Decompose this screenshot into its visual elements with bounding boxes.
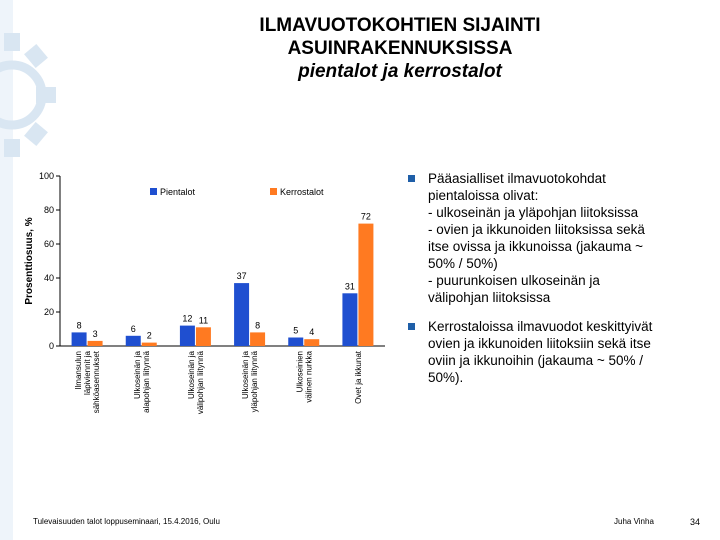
category-label: alapohjan liitynnä [142,350,151,412]
bar [234,283,250,346]
bar [179,325,195,346]
legend-swatch [270,188,277,195]
category-label: Ulkoseinän ja [187,350,196,399]
data-label: 8 [77,320,82,330]
gear-logo-icon [0,33,56,157]
bar [87,340,103,346]
y-tick-label: 0 [49,341,54,351]
bullet-square-icon [408,175,415,182]
page-number: 34 [690,517,701,527]
data-label: 3 [93,329,98,339]
y-axis-title: Prosenttiosuus, % [24,217,35,304]
category-label: läpiviennit ja [83,350,92,395]
bullet-item: Pääasialliset ilmavuotokohdat pientaloiss… [408,170,690,306]
category-label: Ulkoseinän ja [241,350,250,399]
bar [141,342,157,346]
bullet-line: 50%). [428,370,464,385]
bullet-line: ovien ja ikkunoiden liitoksiin sekä itse [428,336,651,351]
legend-label: Kerrostalot [280,187,324,197]
category-label: Ulkoseinän ja [133,350,142,399]
bullet-line: oviin ja ikkunoihin (jakauma ~ 50% / [428,353,643,368]
title-line-3: pientalot ja kerrostalot [298,61,502,82]
legend-label: Pientalot [160,187,196,197]
data-label: 6 [131,324,136,334]
category-label: yläpohjan liitynnä [250,350,259,412]
category-label: Ilmansulun [74,351,83,390]
footer-author: Juha Vinha [614,517,654,526]
bar-chart: 0 20 40 60 80 100 Prosenttiosuus, % 8 3 Ilmansulu… [24,171,385,414]
footer-event: Tulevaisuuden talot loppuseminaari, 15.4… [33,517,220,526]
bullet-line: - ulkoseinän ja yläpohjan liitoksissa [428,205,639,220]
bar [342,293,358,346]
bar [71,332,87,346]
y-tick-label: 60 [44,239,54,249]
left-decorative-band [0,0,13,540]
category-label: sähköasennukset [92,350,101,413]
bullet-line: - puurunkoisen ulkoseinän ja [428,273,600,288]
bullet-line: - ovien ja ikkunoiden liitoksissa sekä [428,222,645,237]
category-label: välipohjan liitynnä [196,350,205,414]
bar [304,339,320,346]
category-label: Ovet ja ikkunat [354,350,363,404]
data-label: 11 [199,315,208,325]
y-tick-label: 40 [44,273,54,283]
bar [358,223,374,346]
bullet-line: Pääasialliset ilmavuotokohdat [428,171,606,186]
data-label: 12 [182,314,192,324]
bar [195,327,211,346]
bullet-line: itse ovissa ja ikkunoissa (jakauma ~ [428,239,643,254]
category-label: Ulkoseinien [295,351,304,392]
bullet-square-icon [408,323,415,330]
y-tick-label: 80 [44,205,54,215]
title-line-2: ASUINRAKENNUKSISSA [287,38,513,59]
data-label: 2 [147,331,152,341]
title-line-1: ILMAVUOTOKOHTIEN SIJAINTI [259,15,541,36]
bullet-line: välipohjan liitoksissa [428,290,551,305]
bullet-line: 50% / 50%) [428,256,498,271]
data-label: 5 [293,326,298,336]
bullet-line: pientaloissa olivat: [428,188,539,203]
category-label: välinen nurkka [304,350,313,402]
data-label: 31 [345,281,355,291]
legend-swatch [150,188,157,195]
y-tick-label: 20 [44,307,54,317]
bullet-item: Kerrostaloissa ilmavuodot keskittyivät ov… [408,318,690,386]
bar [288,337,304,346]
bar [250,332,266,346]
data-label: 4 [309,327,314,337]
slide-title: ILMAVUOTOKOHTIEN SIJAINTI ASUINRAKENNUKS… [180,14,620,83]
y-tick-label: 100 [39,171,54,181]
data-label: 8 [255,320,260,330]
bullet-list: Pääasialliset ilmavuotokohdat pientaloiss… [408,170,690,386]
bar [125,335,141,346]
bullet-line: Kerrostaloissa ilmavuodot keskittyivät [428,319,653,334]
data-label: 72 [361,212,371,222]
data-label: 37 [237,271,247,281]
